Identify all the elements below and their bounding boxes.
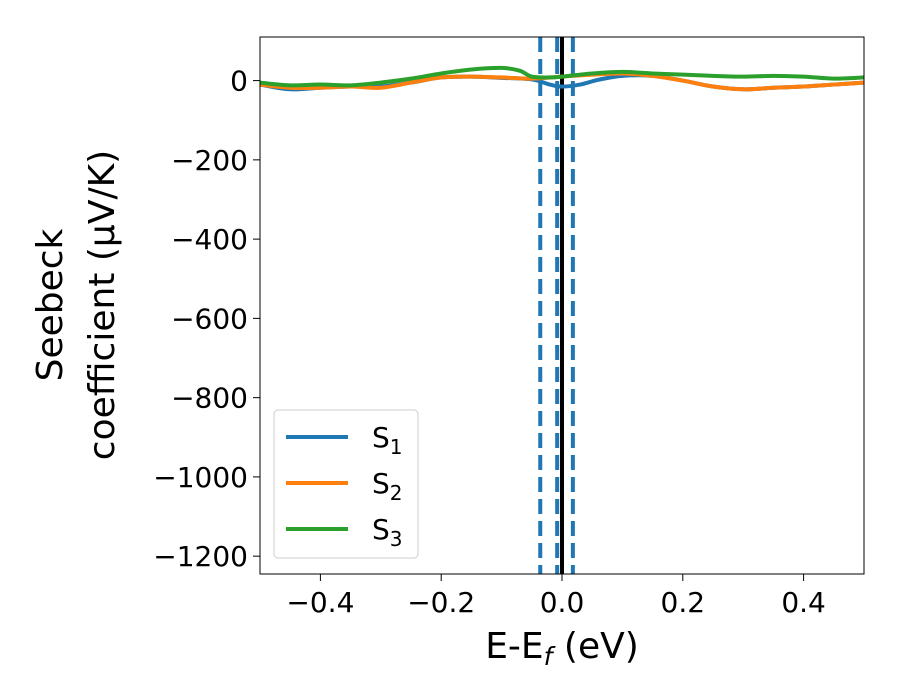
legend-label-subscript: 3: [390, 527, 403, 551]
y-tick-label: −400: [171, 223, 248, 256]
legend-label-main: S: [372, 513, 390, 546]
y-axis-title-line1: Seebeck: [30, 228, 71, 381]
legend-label-main: S: [372, 467, 390, 500]
legend-label-s1: S1: [372, 421, 403, 459]
plot-area: [260, 37, 864, 574]
x-axis-title: E-Ef (eV): [485, 626, 639, 671]
legend-label-subscript: 1: [390, 435, 403, 459]
y-axis: 0 −200 −400 −600 −800 −1000 −1200: [153, 65, 260, 573]
x-axis: −0.4 −0.2 0.0 0.2 0.4: [286, 574, 826, 619]
y-tick-label: 0: [230, 65, 248, 98]
legend-label-subscript: 2: [390, 481, 403, 505]
y-tick-label: −800: [171, 382, 248, 415]
legend-label-s2: S2: [372, 467, 403, 505]
y-tick-label: −600: [171, 302, 248, 335]
y-tick-label: −1200: [153, 540, 248, 573]
x-tick-label: −0.4: [286, 586, 354, 619]
y-axis-title: Seebeck coefficient (μV/K): [30, 150, 123, 460]
y-axis-title-line2: coefficient (μV/K): [82, 150, 123, 460]
y-tick-label: −1000: [153, 461, 248, 494]
y-tick-label: −200: [171, 144, 248, 177]
x-tick-label: −0.2: [407, 586, 475, 619]
x-tick-label: 0.2: [661, 586, 706, 619]
x-tick-label: 0.0: [540, 586, 585, 619]
legend-label-s3: S3: [372, 513, 403, 551]
series-line-s3: [260, 65, 864, 88]
x-tick-label: 0.4: [781, 586, 826, 619]
legend-label-main: S: [372, 421, 390, 454]
